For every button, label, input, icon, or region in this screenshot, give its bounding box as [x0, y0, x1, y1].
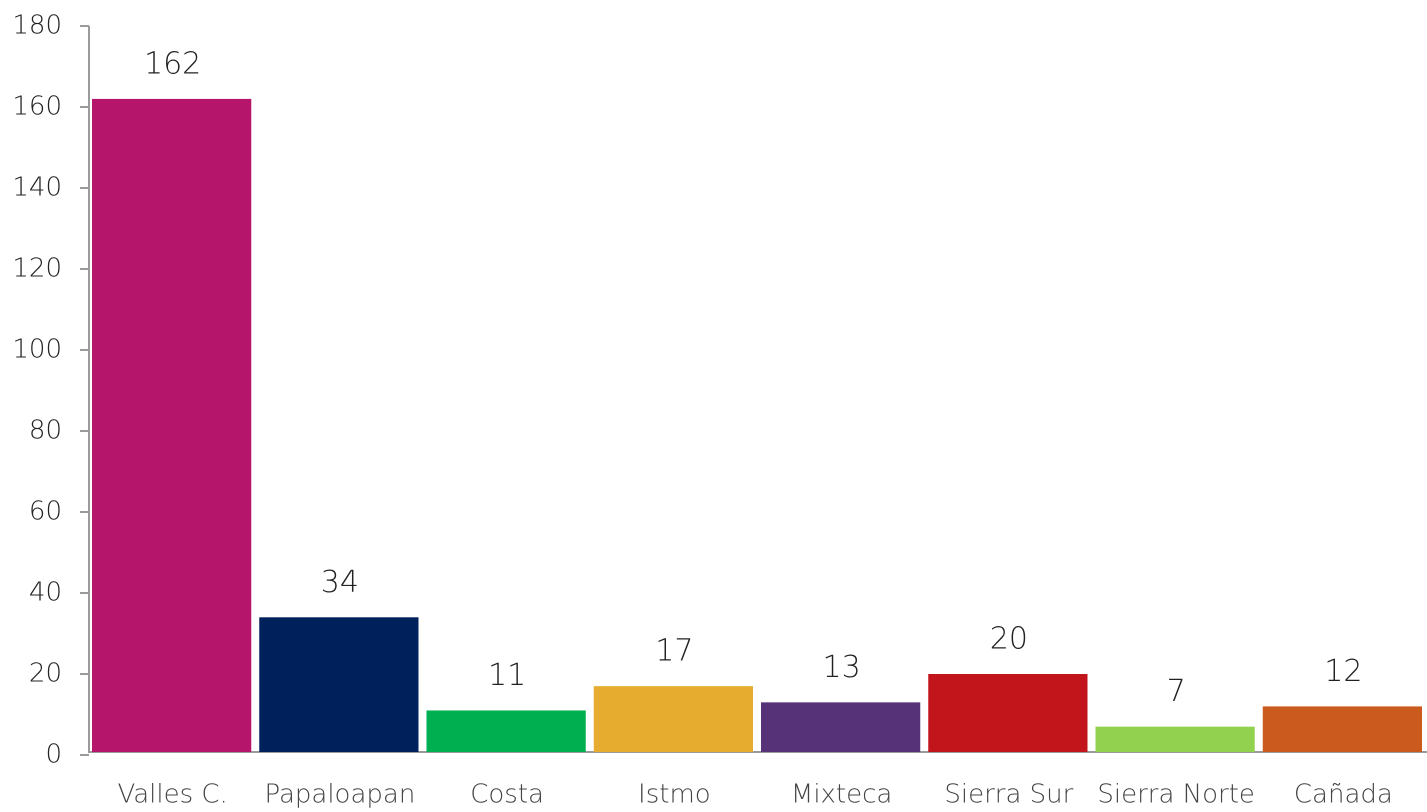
y-tick-label: 120 [12, 254, 62, 284]
x-tick-label: Istmo [638, 780, 711, 810]
bar [259, 617, 419, 752]
x-tick-label: Costa [470, 780, 544, 810]
data-label: 17 [655, 634, 693, 669]
data-label: 20 [990, 622, 1028, 657]
data-label: 11 [488, 658, 526, 693]
y-tick-label: 140 [12, 173, 62, 203]
x-tick-label: Cañada [1294, 780, 1393, 810]
y-tick-label: 0 [45, 740, 62, 770]
bar [928, 674, 1088, 752]
y-tick-label: 160 [12, 92, 62, 122]
x-tick-label: Mixteca [791, 780, 892, 810]
bar [426, 710, 586, 752]
bar [92, 98, 252, 752]
x-tick-label: Valles C. [117, 780, 227, 810]
bar [1095, 726, 1255, 752]
y-tick-label: 80 [29, 416, 62, 446]
data-label: 7 [1167, 674, 1186, 709]
y-tick-label: 100 [12, 335, 62, 365]
x-tick-label: Sierra Sur [944, 780, 1073, 810]
data-label: 34 [321, 565, 359, 600]
data-label: 162 [144, 46, 201, 81]
bar [1262, 706, 1422, 752]
bar [593, 686, 753, 752]
data-label: 13 [823, 650, 861, 685]
data-label: 12 [1324, 654, 1362, 689]
bar [761, 702, 921, 752]
x-tick-label: Papaloapan [264, 780, 415, 810]
y-tick-label: 40 [29, 578, 62, 608]
y-tick-label: 60 [29, 497, 62, 527]
y-tick-label: 20 [29, 659, 62, 689]
y-tick-label: 180 [12, 11, 62, 41]
x-tick-label: Sierra Norte [1097, 780, 1255, 810]
